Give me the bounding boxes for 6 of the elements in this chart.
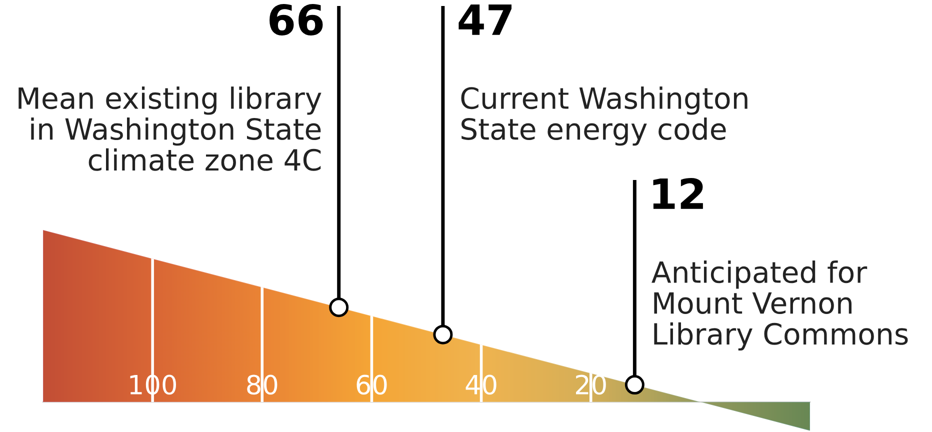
text: Current Washington State energy code xyxy=(461,86,748,146)
annotation: 66 xyxy=(270,4,323,36)
text: Mean existing library in Washington State climate zone 4C xyxy=(18,86,322,171)
annotation: 47 xyxy=(458,4,512,35)
annotation: Anticipated for Mount Vernon Library Commons xyxy=(652,260,908,351)
annotation: 12 xyxy=(653,178,703,209)
